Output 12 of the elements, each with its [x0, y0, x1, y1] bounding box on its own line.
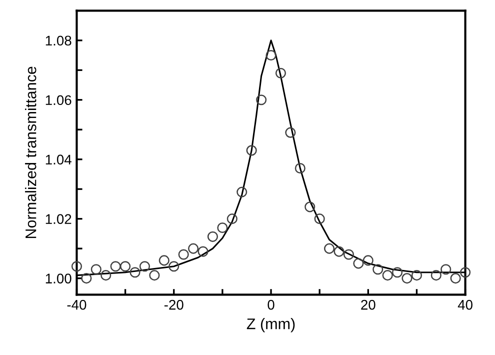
y-tick-label: 1.00 [46, 274, 72, 284]
y-tick-label: 1.08 [46, 36, 72, 46]
y-tick-label: 1.06 [46, 95, 72, 106]
y-axis-title: Normalized transmittance [25, 66, 36, 238]
x-tick-label: 40 [458, 300, 472, 310]
y-tick-label: 1.02 [46, 214, 72, 224]
x-tick-label: 20 [361, 300, 376, 310]
x-tick-label: -20 [164, 300, 184, 310]
x-tick-label: 0 [268, 300, 274, 310]
y-tick-label: 1.04 [46, 154, 72, 165]
x-axis-title: Z (mm) [246, 318, 295, 332]
x-tick-label: -40 [67, 300, 86, 310]
